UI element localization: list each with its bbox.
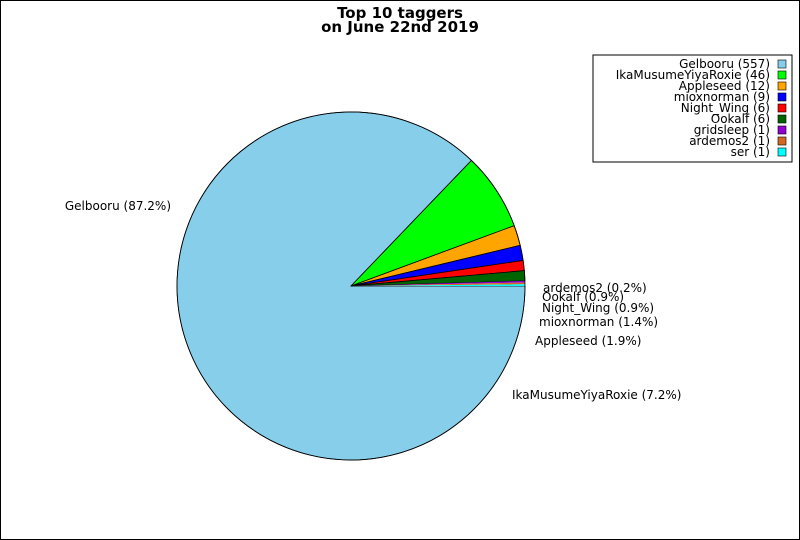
- legend-swatch-appleseed: [777, 81, 787, 91]
- legend-label-gridsleep: gridsleep (1): [694, 123, 770, 137]
- legend-swatch-ser: [777, 147, 787, 157]
- legend-box: [592, 54, 793, 163]
- pie-slice-ser: [351, 284, 525, 286]
- legend-swatch-ikamusumeyiyaroxie: [777, 70, 787, 80]
- legend: Gelbooru (557)IkaMusumeYiyaRoxie (46)App…: [592, 54, 793, 163]
- chart-title: Top 10 taggers on June 22nd 2019: [321, 4, 479, 36]
- chart-title-line-2: on June 22nd 2019: [321, 18, 479, 36]
- legend-swatch-ookalf: [777, 114, 787, 124]
- legend-label-gelbooru: Gelbooru (557): [679, 57, 770, 71]
- legend-swatch-gridsleep: [777, 125, 787, 135]
- slice-label-night-wing: Night_Wing (0.9%): [542, 301, 654, 315]
- pie-slice-labels: Gelbooru (87.2%) IkaMusumeYiyaRoxie (7.2%…: [65, 199, 682, 402]
- legend-swatch-gelbooru: [777, 59, 787, 69]
- legend-swatch-ardemos2: [777, 136, 787, 146]
- slice-label-ookalf: Ookalf (0.9%): [542, 290, 624, 304]
- legend-label-appleseed: Appleseed (12): [679, 79, 770, 93]
- legend-label-mioxnorman: mioxnorman (9): [674, 90, 770, 104]
- pie-slice-gridsleep: [351, 280, 525, 286]
- legend-swatch-night-wing: [777, 103, 787, 113]
- pie-slice-ardemos2: [351, 282, 525, 286]
- pie-outline: [176, 111, 526, 461]
- legend-label-ardemos2: ardemos2 (1): [689, 134, 770, 148]
- slice-label-mioxnorman: mioxnorman (1.4%): [539, 315, 658, 329]
- legend-label-night-wing: Night_Wing (6): [681, 101, 770, 115]
- pie-slices: [176, 111, 526, 461]
- legend-label-ser: ser (1): [731, 145, 770, 159]
- slice-label-ikamusumeyiyaroxie: IkaMusumeYiyaRoxie (7.2%): [512, 388, 681, 402]
- chart-title-line-1: Top 10 taggers: [337, 4, 463, 22]
- slice-label-gelbooru: Gelbooru (87.2%): [65, 199, 171, 213]
- legend-swatch-mioxnorman: [777, 92, 787, 102]
- legend-label-ikamusumeyiyaroxie: IkaMusumeYiyaRoxie (46): [616, 68, 770, 82]
- slice-label-ardemos2: ardemos2 (0.2%): [543, 281, 647, 295]
- slice-label-appleseed: Appleseed (1.9%): [535, 334, 641, 348]
- legend-label-ookalf: Ookalf (6): [711, 112, 770, 126]
